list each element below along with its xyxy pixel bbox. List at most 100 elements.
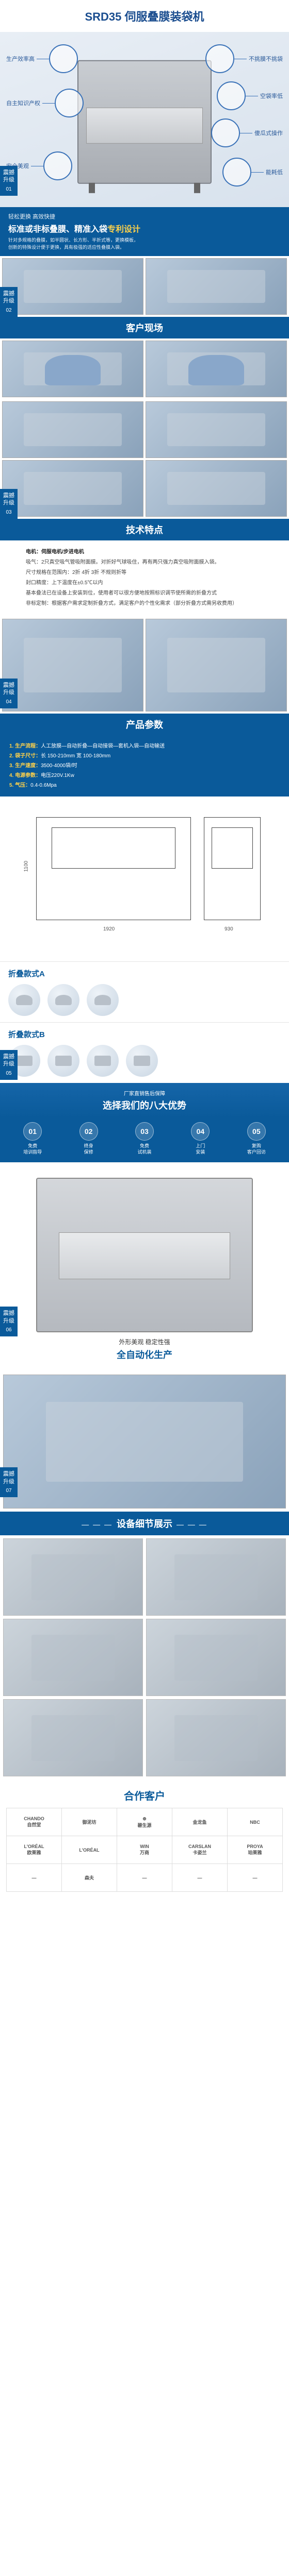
- photo: [146, 460, 287, 517]
- fold-a-title: 折叠款式A: [8, 968, 281, 979]
- band-desc: 针对多规格的叠膜，如半圆状、长方形、半折式等，更换模板，创新的特殊设计便于更换，…: [8, 237, 281, 251]
- partner-logo: NBC: [228, 1808, 283, 1836]
- adv-small: 厂家直销售后保障: [6, 1089, 283, 1097]
- diagram-section: 1100 1920 930: [0, 796, 289, 961]
- tech-line: 基本叠法已在设备上安装到位，使用者可以很方便地按照标识调节使所需的折叠方式: [26, 589, 282, 598]
- caption-line-1: 外形美观 稳定性强: [10, 1337, 279, 1346]
- page-header: SRD35 伺服叠膜装袋机: [0, 0, 289, 32]
- dimension-diagram: 1100 1920 930: [21, 807, 268, 951]
- hero-section: 生产效率高 自主知识产权 安全美观 不挑膜不挑袋 空袋率低 傻瓜式操作 能耗低 …: [0, 32, 289, 207]
- fold-item: [87, 1045, 119, 1077]
- photo: [2, 341, 143, 397]
- customer-row-2: [0, 399, 289, 460]
- band-title: 标准或非标叠膜、精准入袋专利设计: [8, 222, 281, 234]
- photo: [2, 401, 143, 458]
- partner-logo: CHANDO自然堂: [7, 1808, 62, 1836]
- partner-logo: PROYA珀莱雅: [228, 1836, 283, 1864]
- details-grid: [0, 1535, 289, 1780]
- side-tag-02: 震撼升级02: [0, 287, 18, 317]
- fold-b-title: 折叠款式B: [8, 1029, 281, 1040]
- details-header: — — —设备细节展示— — —: [0, 1512, 289, 1535]
- detail-photo: [146, 1538, 286, 1616]
- customer-header: 客户现场: [0, 317, 289, 338]
- fold-item: [47, 984, 79, 1016]
- dim-height: 1100: [23, 861, 29, 872]
- callout-left-1: 生产效率高: [4, 44, 78, 73]
- detail-photo: [3, 1538, 143, 1616]
- advantage-header: 厂家直销售后保障 选择我们的八大优势: [0, 1083, 289, 1118]
- tech-line: 尺寸规格在范围内：2折 4折 3折 不规则折等: [26, 568, 282, 577]
- band-patent: 轻松更换 高效快捷 标准或非标叠膜、精准入袋专利设计 针对多规格的叠膜，如半圆状…: [0, 207, 289, 256]
- patent-photo-row: 震撼升级02: [0, 256, 289, 317]
- fold-a-section: 折叠款式A: [0, 961, 289, 1022]
- advantage-grid: 01免费培训指导 02终身保修 03免费试机装 04上门安装 05复购客户回访: [0, 1118, 289, 1162]
- partner-logo: CARSLAN卡姿兰: [172, 1836, 228, 1864]
- full-machine-image: [36, 1178, 253, 1332]
- adv-cell: 02终身保修: [62, 1122, 115, 1155]
- photo: [146, 401, 287, 458]
- tech-line: 非标定制：根据客户需求定制折叠方式，满足客户的个性化需求（部分折叠方式需另收费用…: [26, 599, 282, 608]
- callout-left-2: 自主知识产权: [4, 89, 84, 117]
- advantage-section: 厂家直销售后保障 选择我们的八大优势 01免费培训指导 02终身保修 03免费试…: [0, 1083, 289, 1162]
- band-sub: 轻松更换 高效快捷: [8, 212, 281, 221]
- params-header: 产品参数: [0, 714, 289, 735]
- partner-logo: —: [228, 1864, 283, 1892]
- callout-right-3: 傻瓜式操作: [211, 118, 285, 147]
- side-tag-05: 震撼升级05: [0, 1050, 18, 1080]
- machine-caption: 外形美观 稳定性强 全自动化生产: [10, 1337, 279, 1361]
- photo: [2, 619, 143, 711]
- photo: [2, 258, 143, 315]
- detail-photo: [3, 1699, 143, 1776]
- dim-width: 1920: [103, 926, 115, 932]
- partner-logo: L'ORÉAL欧莱雅: [7, 1836, 62, 1864]
- customer-row-3: 震撼升级03: [0, 460, 289, 519]
- adv-big: 选择我们的八大优势: [6, 1098, 283, 1112]
- partner-logo: 金龙鱼: [172, 1808, 228, 1836]
- side-tag-04: 震撼升级04: [0, 679, 18, 708]
- callout-right-1: 不挑膜不挑袋: [205, 44, 285, 73]
- adv-cell: 04上门安装: [174, 1122, 227, 1155]
- tech-line: 吸气：2只真空吸气管吸附面膜。对折好气球吸住，再有两只强力真空吸附面膜入袋。: [26, 558, 282, 567]
- tech-block: 电机：伺服电机/步进电机 吸气：2只真空吸气管吸附面膜。对折好气球吸住，再有两只…: [0, 540, 289, 617]
- detail-photo: [146, 1699, 286, 1776]
- photo: [2, 460, 143, 517]
- partner-logo: 森夫: [62, 1864, 117, 1892]
- partners-grid: CHANDO自然堂 御泥坊 ⊕碧生源 金龙鱼 NBC L'ORÉAL欧莱雅 L'…: [6, 1808, 283, 1892]
- fold-item: [126, 1045, 158, 1077]
- side-tag-01: 震撼升级01: [0, 166, 18, 196]
- partners-header: 合作客户: [0, 1780, 289, 1808]
- side-tag-03: 震撼升级03: [0, 489, 18, 519]
- side-tag-07: 震撼升级07: [0, 1467, 18, 1497]
- callout-right-2: 空袋率低: [217, 81, 285, 110]
- dim-depth: 930: [224, 926, 233, 932]
- params-list: 1. 生产流程：人工放膜—自动折叠—自动接袋—套机入袋—自动输送 2. 袋子尺寸…: [0, 735, 289, 796]
- partner-logo: L'ORÉAL: [62, 1836, 117, 1864]
- hero-machine-image: [77, 60, 212, 184]
- partner-logo: ⊕碧生源: [117, 1808, 172, 1836]
- partner-logo: WIN万商: [117, 1836, 172, 1864]
- tech-line: 封口精度：上下温度在±0.5℃以内: [26, 579, 282, 587]
- fold-item: [47, 1045, 79, 1077]
- full-machine-section: 震撼升级06 外形美观 稳定性强 全自动化生产: [0, 1162, 289, 1371]
- adv-cell: 05复购客户回访: [230, 1122, 283, 1155]
- customer-row-1: [0, 338, 289, 399]
- callout-right-4: 能耗低: [222, 158, 285, 187]
- photo: [146, 341, 287, 397]
- side-tag-06: 震撼升级06: [0, 1307, 18, 1336]
- detail-photo: [3, 1619, 143, 1696]
- caption-line-2: 全自动化生产: [10, 1348, 279, 1361]
- partner-logo: —: [117, 1864, 172, 1892]
- large-photo: [3, 1375, 286, 1509]
- detail-photo: [146, 1619, 286, 1696]
- tech-header: 技术特点: [0, 519, 289, 540]
- partner-logo: 御泥坊: [62, 1808, 117, 1836]
- fold-item: [8, 984, 40, 1016]
- fold-b-section: 折叠款式B 震撼升级05: [0, 1022, 289, 1083]
- fold-item: [87, 984, 119, 1016]
- adv-cell: 01免费培训指导: [6, 1122, 59, 1155]
- photo: [146, 619, 287, 711]
- partner-logo: —: [7, 1864, 62, 1892]
- partner-logo: —: [172, 1864, 228, 1892]
- tech-photo-row: 震撼升级04: [0, 617, 289, 714]
- adv-cell: 03免费试机装: [118, 1122, 171, 1155]
